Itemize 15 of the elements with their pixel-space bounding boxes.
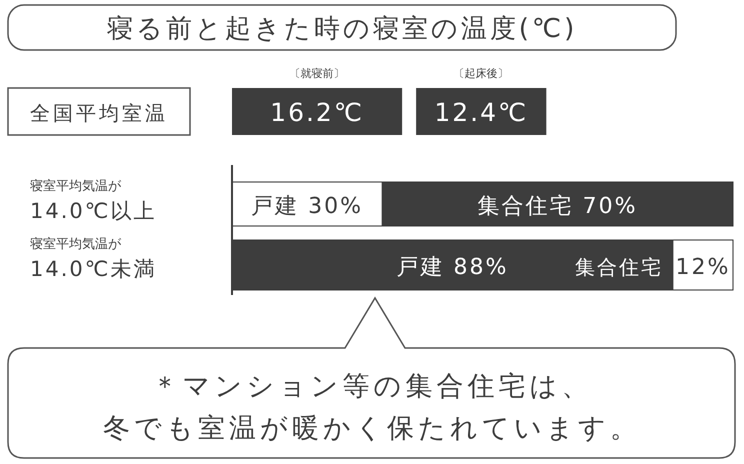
text: 冬でも室温が暖かく保たれています。: [103, 413, 641, 444]
text: 戸建 30%: [251, 194, 364, 219]
data-label: 12.4℃: [434, 98, 528, 127]
text: 戸建 88%: [396, 255, 508, 280]
series-label: 集合住宅: [574, 255, 663, 279]
text: 寝る前と起きた時の寝室の温度(℃): [106, 14, 578, 44]
text: ＊マンション等の集合住宅は、: [152, 371, 592, 402]
text: 全国平均室温: [30, 101, 168, 125]
text: 集合住宅 70%: [478, 194, 638, 219]
category-label: 〔就寝前〕: [290, 67, 345, 80]
data-label: 16.2℃: [270, 98, 364, 127]
y-tick-label: 寝室平均気温が 14.0℃以上: [30, 178, 156, 223]
category-label: 〔起床後〕: [454, 67, 509, 80]
y-tick-label: 寝室平均気温が 14.0℃未満: [30, 236, 156, 281]
data-label: 12%: [675, 255, 730, 280]
